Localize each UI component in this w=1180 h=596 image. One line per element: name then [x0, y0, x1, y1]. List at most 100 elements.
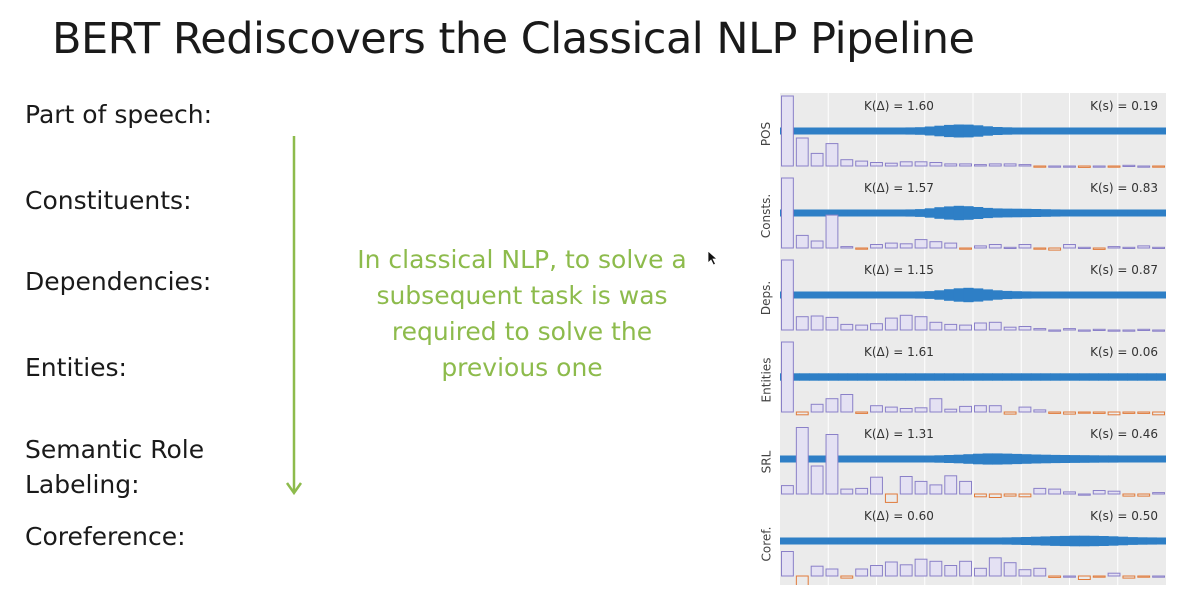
band-segment — [973, 288, 984, 302]
positive-bar — [1003, 163, 1017, 167]
band-segment — [1156, 127, 1166, 135]
band-segment — [808, 291, 820, 299]
band-segment — [837, 291, 849, 299]
band-segment — [1011, 537, 1022, 545]
negative-bar — [840, 575, 854, 579]
positive-bar — [899, 161, 913, 167]
band-segment — [1137, 209, 1148, 217]
band-segment — [1050, 454, 1061, 464]
band-segment — [857, 455, 868, 463]
band-segment — [934, 455, 945, 463]
band-segment — [876, 537, 887, 545]
negative-bar — [1063, 411, 1076, 415]
panel-pos: POS K(Δ) = 1.60 K(s) = 0.19 — [754, 93, 1168, 175]
band-segment — [963, 373, 974, 381]
positive-bar — [959, 480, 972, 495]
positive-bar — [840, 246, 854, 249]
band-segment — [818, 537, 829, 545]
band-segment — [973, 125, 984, 137]
positive-bar — [959, 163, 972, 167]
positive-bar — [988, 244, 1002, 249]
positive-bar — [914, 239, 928, 249]
panel-graph — [780, 421, 1166, 503]
band-segment — [1137, 291, 1148, 299]
positive-bar — [1003, 326, 1017, 331]
k-s-label: K(s) = 0.46 — [1090, 427, 1158, 441]
positive-bar — [870, 565, 883, 577]
band-segment — [886, 291, 897, 299]
band-segment — [944, 373, 955, 381]
band-segment — [895, 291, 907, 299]
band-segment — [1050, 536, 1061, 546]
band-segment — [1156, 373, 1166, 381]
panel-label: Deps. — [759, 280, 773, 316]
positive-bar — [795, 427, 809, 495]
band-segment — [1030, 209, 1042, 217]
band-segment — [1117, 291, 1128, 299]
band-segment — [1040, 454, 1051, 464]
positive-bar — [870, 244, 883, 249]
positive-bar — [1048, 165, 1062, 168]
band-segment — [1127, 537, 1138, 545]
negative-bar — [1018, 493, 1032, 498]
positive-bar — [1107, 329, 1121, 332]
band-segment — [1117, 455, 1128, 463]
band-segment — [828, 291, 839, 299]
band-segment — [982, 453, 993, 465]
positive-bar — [884, 406, 898, 413]
band-segment — [847, 209, 858, 217]
negative-bar — [1077, 411, 1091, 414]
task-part-of-speech: Part of speech: — [25, 100, 213, 129]
positive-bar — [929, 162, 943, 167]
positive-bar — [929, 398, 943, 413]
band-segment — [857, 209, 868, 217]
band-segment — [1079, 455, 1090, 463]
positive-bar — [825, 434, 839, 495]
positive-bar — [1063, 491, 1076, 495]
band-segment — [1088, 209, 1100, 217]
positive-bar — [855, 487, 869, 495]
band-segment — [1069, 455, 1080, 463]
band-segment — [1059, 373, 1071, 381]
band-segment — [944, 537, 955, 545]
band-segment — [1059, 455, 1071, 463]
band-segment — [1146, 127, 1157, 135]
positive-bar — [1107, 490, 1121, 495]
band-segment — [886, 127, 897, 135]
positive-bar — [944, 163, 958, 167]
positive-bar — [944, 408, 958, 413]
band-segment — [982, 126, 993, 136]
negative-bar — [1077, 575, 1091, 580]
band-segment — [1059, 535, 1071, 547]
positive-bar — [914, 480, 928, 495]
positive-bar — [929, 241, 943, 249]
band-segment — [973, 373, 984, 381]
band-segment — [1098, 209, 1109, 217]
positive-bar — [855, 324, 869, 331]
mouse-cursor-icon — [707, 250, 719, 270]
negative-bar — [795, 411, 809, 416]
negative-bar — [1077, 165, 1091, 168]
band-segment — [1011, 453, 1022, 465]
band-segment — [1021, 127, 1032, 135]
band-segment — [1127, 455, 1138, 463]
band-segment — [837, 373, 849, 381]
band-segment — [1030, 291, 1042, 299]
positive-bar — [825, 316, 839, 331]
band-segment — [953, 288, 964, 302]
band-segment — [924, 455, 935, 463]
band-segment — [973, 207, 984, 219]
positive-bar — [781, 95, 794, 167]
positive-bar — [944, 565, 958, 577]
band-segment — [915, 291, 926, 299]
down-arrow-icon — [278, 136, 310, 498]
panel-label: SRL — [759, 450, 774, 474]
positive-bar — [988, 321, 1002, 331]
band-segment — [1040, 536, 1051, 546]
positive-bar — [899, 476, 913, 495]
positive-bar — [1033, 328, 1047, 331]
panel-label: Coref. — [759, 526, 774, 562]
band-segment — [915, 537, 926, 545]
band-segment — [1040, 209, 1051, 217]
band-segment — [973, 453, 984, 465]
